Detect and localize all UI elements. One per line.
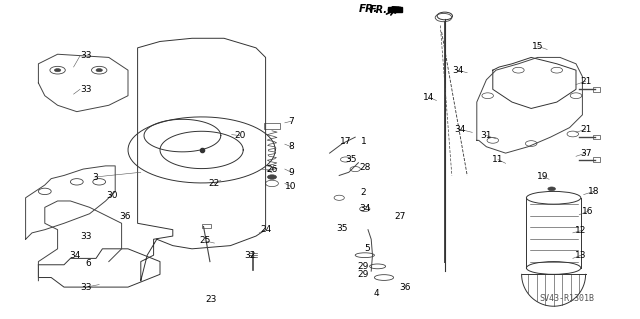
Text: 34: 34 [454, 125, 465, 134]
Text: 21: 21 [580, 125, 591, 134]
Text: 17: 17 [340, 137, 351, 146]
Text: 29: 29 [357, 270, 369, 279]
Text: 29: 29 [357, 262, 369, 271]
Text: 23: 23 [205, 295, 217, 304]
Text: 22: 22 [209, 179, 220, 188]
Text: 3: 3 [92, 173, 97, 182]
Text: 1: 1 [361, 137, 366, 146]
Text: 11: 11 [492, 155, 504, 164]
Text: 34: 34 [452, 66, 463, 75]
Text: 37: 37 [580, 149, 591, 158]
Text: 34: 34 [359, 204, 371, 213]
Text: 2: 2 [361, 189, 366, 197]
Text: 34: 34 [69, 251, 81, 260]
Text: 21: 21 [580, 77, 591, 86]
Text: 20: 20 [234, 131, 246, 140]
Text: 36: 36 [399, 283, 411, 292]
Text: 12: 12 [575, 226, 587, 235]
Text: 26: 26 [266, 165, 278, 174]
Bar [202, 224, 211, 228]
Text: 7: 7 [289, 117, 294, 126]
Text: 33: 33 [81, 232, 92, 241]
Text: 35: 35 [345, 155, 356, 164]
Text: 27: 27 [394, 212, 406, 221]
Bar [593, 87, 600, 92]
Text: 16: 16 [582, 207, 593, 216]
Text: 32: 32 [244, 251, 255, 260]
Text: 28: 28 [359, 163, 371, 172]
Bar [593, 157, 600, 162]
Text: FR.: FR. [370, 4, 388, 15]
Text: 5: 5 [364, 244, 369, 253]
FancyArrowPatch shape [390, 7, 400, 13]
Text: 33: 33 [81, 85, 92, 94]
Bar [593, 135, 600, 139]
Text: 9: 9 [289, 168, 294, 177]
Polygon shape [388, 7, 402, 12]
Circle shape [96, 69, 102, 72]
Text: 30: 30 [106, 191, 118, 200]
Text: 10: 10 [285, 182, 297, 191]
Circle shape [54, 69, 61, 72]
Text: SV43-R1301B: SV43-R1301B [539, 294, 594, 303]
Text: 13: 13 [575, 251, 587, 260]
Text: 4: 4 [374, 289, 379, 298]
Text: 33: 33 [81, 51, 92, 60]
Text: 8: 8 [289, 142, 294, 151]
Text: 18: 18 [588, 187, 600, 196]
Circle shape [268, 175, 276, 179]
Text: 14: 14 [423, 93, 435, 102]
Text: 6: 6 [86, 259, 91, 268]
Text: 19: 19 [537, 172, 548, 181]
Bar [264, 123, 280, 129]
Text: 31: 31 [481, 131, 492, 140]
Text: 36: 36 [119, 212, 131, 221]
Text: 33: 33 [81, 283, 92, 292]
Text: FR.: FR. [359, 4, 378, 14]
Text: 35: 35 [337, 224, 348, 233]
Text: 25: 25 [199, 236, 211, 245]
Text: 24: 24 [260, 225, 271, 234]
Text: 15: 15 [532, 42, 543, 51]
Circle shape [548, 187, 556, 191]
